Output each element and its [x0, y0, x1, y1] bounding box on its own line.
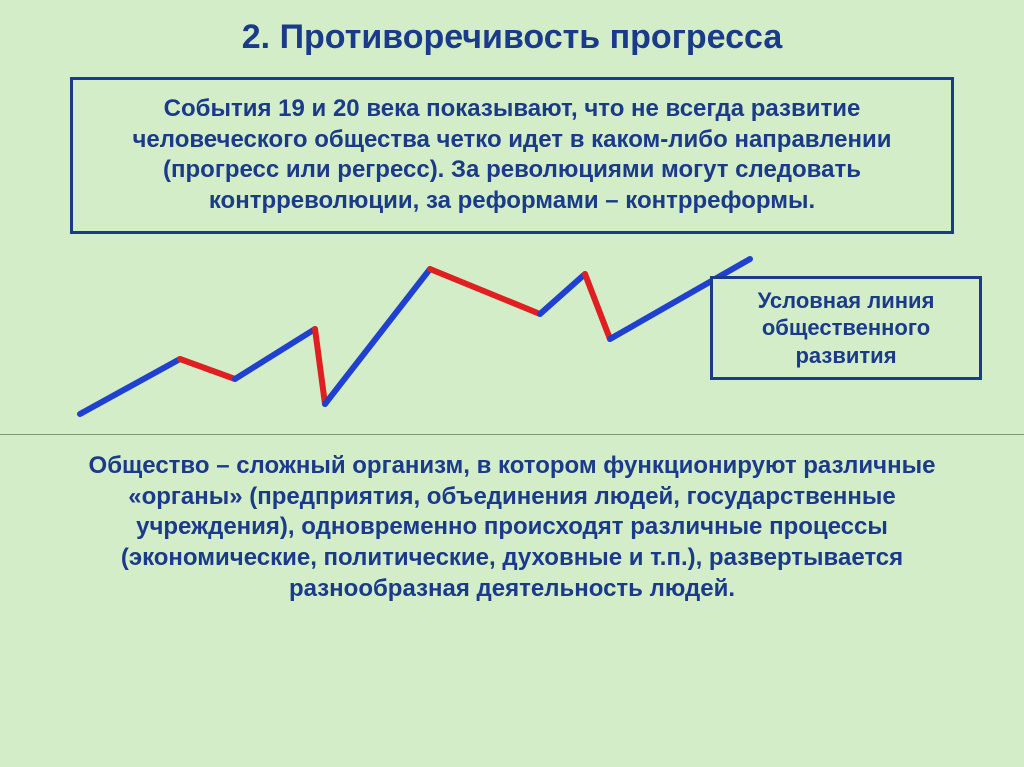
- development-line-chart: [60, 244, 760, 434]
- intro-box: События 19 и 20 века показывают, что не …: [70, 77, 954, 234]
- legend-text: Условная линия общественного развития: [727, 287, 965, 370]
- slide-title: 2. Противоречивость прогресса: [0, 0, 1024, 77]
- intro-text: События 19 и 20 века показывают, что не …: [101, 94, 923, 217]
- chart-area: Условная линия общественного развития: [0, 244, 1024, 434]
- horizontal-divider: [0, 434, 1024, 435]
- legend-box: Условная линия общественного развития: [710, 276, 982, 381]
- body-text: Общество – сложный организм, в котором ф…: [70, 451, 954, 605]
